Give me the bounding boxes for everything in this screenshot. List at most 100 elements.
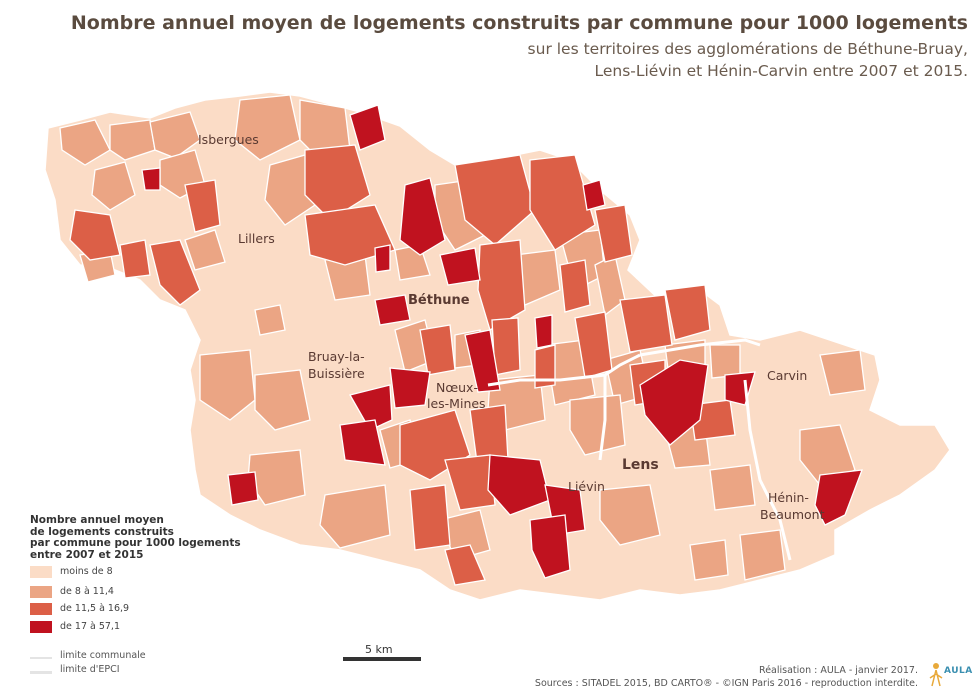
commune <box>59 119 111 166</box>
commune <box>439 247 481 286</box>
scale-bar <box>343 657 421 661</box>
city-label-henin-2: Beaumont <box>760 507 825 522</box>
city-label-lens: Lens <box>622 457 659 473</box>
legend-swatch <box>30 566 52 578</box>
class4-communes <box>141 104 863 579</box>
commune <box>582 179 606 211</box>
commune <box>264 154 316 226</box>
commune <box>709 464 756 511</box>
commune <box>109 119 156 161</box>
commune <box>594 204 633 263</box>
map-subtitle: sur les territoires des agglomérations d… <box>408 38 968 82</box>
commune <box>689 539 729 581</box>
city-labels: Isbergues Lillers Béthune Bruay-la- Buis… <box>198 132 825 522</box>
commune <box>739 529 786 581</box>
city-label-noeux-2: les-Mines <box>427 396 486 411</box>
commune <box>409 484 451 551</box>
subtitle-line-1: sur les territoires des agglomérations d… <box>527 40 968 58</box>
commune <box>349 384 393 431</box>
legend-label: de 17 à 57,1 <box>60 621 120 632</box>
commune <box>439 509 491 561</box>
commune <box>619 294 673 353</box>
commune <box>374 294 411 326</box>
legend-label: de 8 à 11,4 <box>60 586 114 597</box>
legend-label: de 11,5 à 16,9 <box>60 603 130 614</box>
legend-item-class4: de 17 à 57,1 <box>30 621 250 635</box>
commune <box>149 111 201 159</box>
legend-title-line: Nombre annuel moyen <box>30 514 164 526</box>
commune <box>529 514 571 579</box>
commune <box>184 229 226 271</box>
city-label-bruay-1: Bruay-la- <box>308 349 365 364</box>
logo-text: AULA <box>944 666 973 676</box>
commune <box>814 469 863 526</box>
commune <box>374 244 391 273</box>
commune <box>444 454 496 511</box>
subtitle-line-2: Lens-Liévin et Hénin-Carvin entre 2007 e… <box>594 62 968 80</box>
commune <box>399 177 446 256</box>
commune <box>199 349 256 421</box>
commune <box>254 304 286 336</box>
credit-sources: Sources : SITADEL 2015, BD CARTO® - ©IGN… <box>534 678 918 689</box>
legend-title: Nombre annuel moyen de logements constru… <box>30 514 241 561</box>
commune <box>184 179 221 233</box>
commune <box>254 369 311 431</box>
city-label-carvin: Carvin <box>767 368 807 383</box>
credit-production: Réalisation : AULA - janvier 2017. <box>759 665 918 676</box>
commune <box>534 344 556 389</box>
class3-communes <box>69 144 736 586</box>
commune <box>419 324 456 376</box>
commune <box>599 484 661 546</box>
commune <box>227 471 259 506</box>
city-label-bruay-2: Buissière <box>308 366 365 381</box>
city-label-lievin: Liévin <box>568 479 605 494</box>
commune <box>319 484 391 549</box>
commune <box>529 154 596 251</box>
epci-boundary <box>598 375 607 461</box>
commune <box>444 544 486 586</box>
legend-swatch <box>30 603 52 615</box>
commune <box>487 454 551 516</box>
commune <box>119 239 151 279</box>
commune <box>69 209 121 261</box>
epci-boundary <box>487 353 641 387</box>
scale-label: 5 km <box>365 643 393 656</box>
aula-logo-icon <box>929 663 943 687</box>
commune <box>664 284 711 341</box>
commune <box>234 94 301 161</box>
epci-boundary <box>639 338 761 357</box>
commune <box>141 167 161 191</box>
legend-title-line: par commune pour 1000 logements <box>30 537 241 549</box>
legend-title-line: entre 2007 et 2015 <box>30 548 144 561</box>
legend-swatch <box>30 586 52 598</box>
legend-line-communal: limite communale <box>30 650 230 664</box>
legend-item-class3: de 11,5 à 16,9 <box>30 603 250 617</box>
legend-item-class1: moins de 8 <box>30 566 250 580</box>
commune <box>534 314 553 349</box>
commune <box>149 239 201 306</box>
epci-boundaries <box>487 338 792 561</box>
commune <box>91 161 136 211</box>
map-title: Nombre annuel moyen de logements constru… <box>70 12 968 34</box>
legend-title-line: de logements construits <box>30 525 174 538</box>
legend-line-label: limite communale <box>60 650 146 661</box>
commune <box>304 204 396 266</box>
commune <box>304 144 371 221</box>
commune <box>709 344 741 379</box>
city-label-bethune: Béthune <box>408 293 470 308</box>
commune <box>559 259 591 313</box>
city-label-henin-1: Hénin- <box>768 490 809 505</box>
city-label-isbergues: Isbergues <box>198 132 259 147</box>
commune <box>819 349 866 396</box>
legend-item-class2: de 8 à 11,4 <box>30 586 250 600</box>
city-label-lillers: Lillers <box>238 231 275 246</box>
legend-line-sample <box>30 671 52 674</box>
commune <box>349 104 386 151</box>
commune <box>389 367 431 409</box>
commune <box>569 394 626 456</box>
city-label-noeux-1: Nœux- <box>436 380 478 395</box>
commune <box>464 329 501 393</box>
legend-line-epci: limite d'EPCI <box>30 664 230 678</box>
legend-line-sample <box>30 657 52 659</box>
